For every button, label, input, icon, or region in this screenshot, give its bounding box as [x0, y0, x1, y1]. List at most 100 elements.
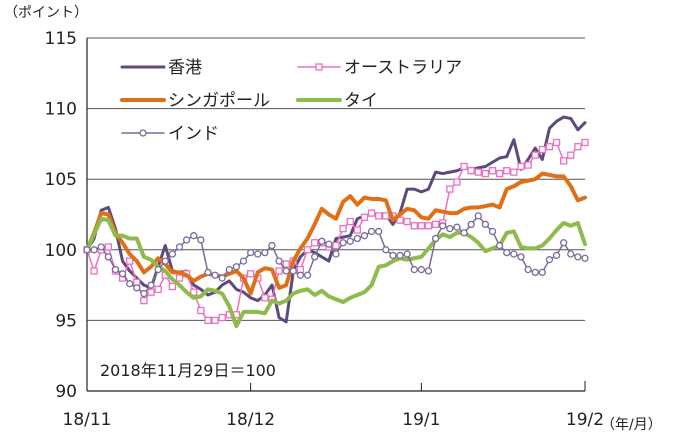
y-tick-label: 90: [55, 382, 77, 402]
data-point: [574, 253, 582, 261]
data-point: [190, 232, 198, 240]
data-point: [552, 251, 561, 260]
y-axis-unit-label: （ポイント）: [4, 5, 88, 21]
data-point: [168, 282, 177, 291]
x-tick-label: 19/2: [566, 410, 604, 430]
data-point: [410, 265, 418, 274]
data-point: [275, 257, 283, 265]
data-point: [375, 227, 383, 236]
data-point: [197, 306, 205, 315]
data-point: [311, 253, 319, 261]
data-point: [140, 296, 148, 305]
data-point: [382, 212, 390, 220]
data-point: [510, 250, 518, 258]
data-point: [481, 220, 490, 229]
data-point: [560, 239, 568, 247]
data-point: [545, 143, 554, 151]
data-point: [524, 265, 532, 274]
data-point: [382, 246, 390, 254]
data-point: [190, 288, 198, 296]
data-point: [111, 265, 120, 274]
series-シンガポール: [85, 171, 587, 296]
data-point: [175, 243, 184, 251]
data-point: [538, 268, 546, 277]
series-香港: [85, 115, 587, 324]
series-line: [85, 216, 587, 329]
data-point: [197, 236, 205, 244]
data-point: [560, 157, 568, 165]
data-point: [339, 224, 347, 233]
data-point: [175, 274, 184, 282]
data-point: [524, 161, 532, 169]
data-point: [503, 167, 511, 175]
legend-label: オーストラリア: [344, 58, 462, 78]
legend-entry: シンガポール: [120, 91, 270, 111]
legend-marker: [315, 63, 323, 71]
x-tick-label: 18/12: [226, 410, 275, 430]
series-line: [85, 171, 587, 296]
x-axis-unit-label: （年/月）: [601, 417, 662, 433]
data-point: [346, 217, 354, 226]
data-point: [147, 281, 155, 289]
data-point: [154, 285, 162, 293]
data-point: [574, 143, 582, 151]
data-point: [332, 241, 340, 250]
data-point: [360, 213, 369, 221]
data-point: [353, 234, 361, 243]
legend-label: タイ: [344, 91, 378, 111]
data-point: [517, 162, 525, 171]
data-point: [567, 151, 575, 159]
legend-entry: タイ: [296, 91, 378, 111]
data-point: [460, 162, 468, 171]
data-point: [182, 236, 191, 244]
data-point: [275, 267, 283, 275]
legend-label: インド: [168, 124, 219, 144]
data-point: [417, 222, 426, 230]
data-point: [453, 178, 461, 186]
data-point: [126, 280, 134, 288]
grid-lines: [86, 37, 586, 392]
data-point: [531, 268, 539, 277]
data-point: [403, 250, 411, 258]
x-axis-tick-labels: 18/11 18/12 19/1 19/2: [63, 410, 605, 430]
data-point: [389, 251, 397, 260]
data-point: [346, 237, 354, 245]
series-タイ: [85, 216, 587, 329]
data-point: [538, 145, 546, 154]
data-point: [254, 250, 262, 258]
data-point: [503, 248, 511, 257]
data-point: [545, 256, 554, 264]
data-point: [225, 265, 233, 274]
data-point: [424, 267, 433, 275]
data-point: [289, 267, 297, 275]
data-point: [325, 240, 333, 248]
data-point: [104, 243, 112, 251]
data-point: [246, 248, 255, 257]
series-lines: [83, 115, 589, 329]
data-point: [90, 267, 98, 275]
data-point: [360, 232, 369, 240]
data-point: [133, 284, 141, 292]
legend-label: シンガポール: [168, 91, 270, 111]
data-point: [140, 289, 148, 298]
data-point: [97, 243, 105, 251]
y-tick-label: 110: [45, 100, 77, 120]
data-point: [204, 316, 212, 325]
data-point: [239, 257, 248, 265]
data-point: [474, 212, 482, 220]
base-date-annotation: 2018年11月29日＝100: [100, 361, 276, 380]
data-point: [517, 253, 525, 261]
data-point: [303, 271, 312, 279]
data-point: [339, 239, 347, 247]
y-axis-tick-labels: 90 95 100 105 110 115: [45, 29, 77, 402]
y-tick-label: 95: [55, 311, 77, 331]
data-point: [318, 237, 326, 245]
data-point: [424, 222, 433, 230]
series-インド: [83, 212, 589, 298]
y-tick-label: 105: [45, 170, 77, 190]
data-point: [353, 226, 361, 234]
series-line: [85, 115, 587, 324]
data-point: [90, 246, 98, 254]
